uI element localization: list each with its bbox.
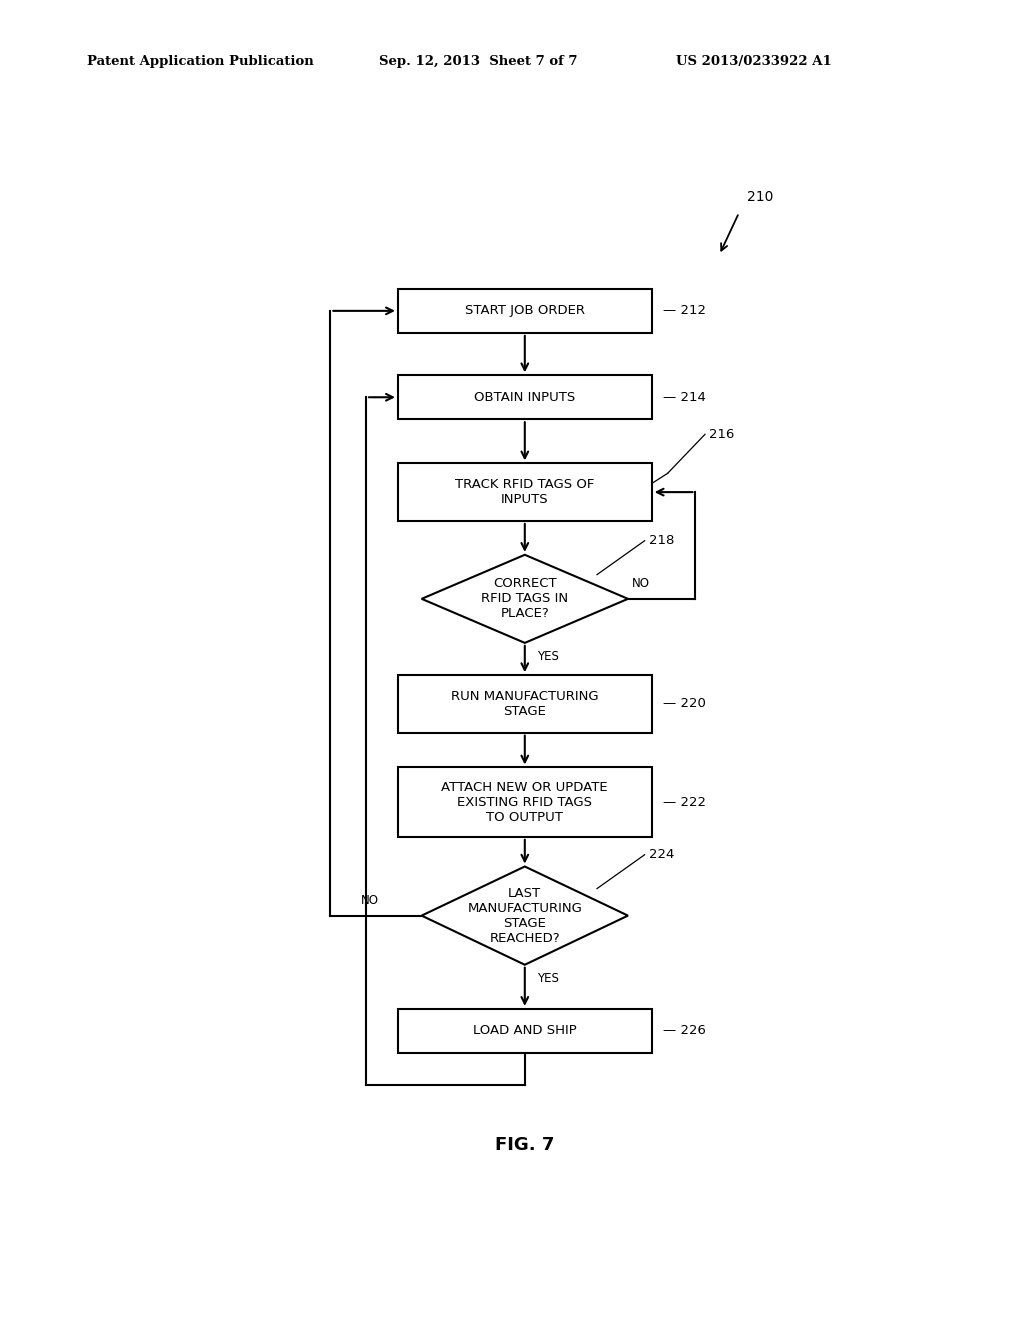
Text: 218: 218 — [648, 535, 674, 548]
Text: START JOB ORDER: START JOB ORDER — [465, 305, 585, 317]
Text: Patent Application Publication: Patent Application Publication — [87, 55, 313, 69]
Text: — 226: — 226 — [663, 1024, 706, 1038]
Text: NO: NO — [361, 894, 379, 907]
Text: — 222: — 222 — [663, 796, 706, 809]
Text: — 212: — 212 — [663, 305, 706, 317]
Text: OBTAIN INPUTS: OBTAIN INPUTS — [474, 391, 575, 404]
Text: 216: 216 — [709, 428, 734, 441]
FancyBboxPatch shape — [397, 767, 651, 837]
FancyBboxPatch shape — [397, 675, 651, 733]
Polygon shape — [422, 866, 628, 965]
Text: FIG. 7: FIG. 7 — [496, 1137, 554, 1154]
Text: — 214: — 214 — [663, 391, 706, 404]
Text: RUN MANUFACTURING
STAGE: RUN MANUFACTURING STAGE — [451, 690, 599, 718]
FancyBboxPatch shape — [397, 463, 651, 521]
Text: YES: YES — [538, 972, 559, 985]
Text: Sep. 12, 2013  Sheet 7 of 7: Sep. 12, 2013 Sheet 7 of 7 — [379, 55, 578, 69]
Text: — 220: — 220 — [663, 697, 706, 710]
Polygon shape — [422, 554, 628, 643]
Text: ATTACH NEW OR UPDATE
EXISTING RFID TAGS
TO OUTPUT: ATTACH NEW OR UPDATE EXISTING RFID TAGS … — [441, 780, 608, 824]
Text: CORRECT
RFID TAGS IN
PLACE?: CORRECT RFID TAGS IN PLACE? — [481, 577, 568, 620]
Text: NO: NO — [632, 577, 650, 590]
Text: US 2013/0233922 A1: US 2013/0233922 A1 — [676, 55, 831, 69]
FancyBboxPatch shape — [397, 1008, 651, 1053]
FancyBboxPatch shape — [397, 375, 651, 420]
Text: LOAD AND SHIP: LOAD AND SHIP — [473, 1024, 577, 1038]
FancyBboxPatch shape — [397, 289, 651, 333]
Text: 224: 224 — [648, 849, 674, 861]
Text: LAST
MANUFACTURING
STAGE
REACHED?: LAST MANUFACTURING STAGE REACHED? — [467, 887, 583, 945]
Text: 210: 210 — [748, 190, 773, 205]
Text: TRACK RFID TAGS OF
INPUTS: TRACK RFID TAGS OF INPUTS — [455, 478, 595, 506]
Text: YES: YES — [538, 649, 559, 663]
